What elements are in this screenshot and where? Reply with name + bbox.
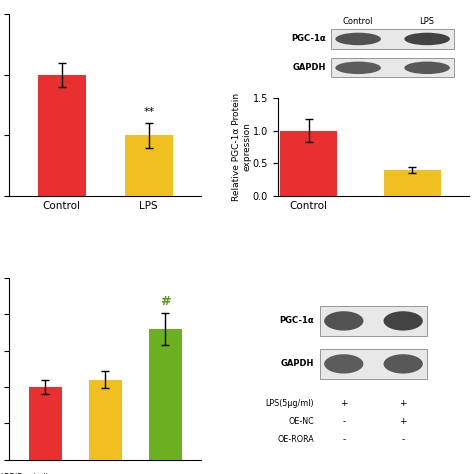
- Text: +: +: [400, 399, 407, 408]
- Text: OE-RORA: OE-RORA: [277, 435, 314, 444]
- Bar: [331, 58, 454, 77]
- Text: LPS: LPS: [419, 17, 435, 26]
- Text: +: +: [40, 473, 48, 474]
- Text: PGC-1α: PGC-1α: [291, 35, 326, 44]
- Text: OE-NC: OE-NC: [288, 417, 314, 426]
- Bar: [320, 306, 427, 336]
- Text: +: +: [163, 473, 170, 474]
- Ellipse shape: [404, 33, 450, 45]
- Text: Control: Control: [343, 17, 374, 26]
- Text: **: **: [143, 107, 155, 117]
- Bar: [125, 136, 173, 196]
- Ellipse shape: [324, 311, 364, 330]
- Ellipse shape: [335, 62, 381, 74]
- Bar: [280, 131, 337, 196]
- Text: PGC-1α: PGC-1α: [280, 317, 314, 326]
- Text: +: +: [400, 417, 407, 426]
- Text: +: +: [101, 473, 109, 474]
- Text: -: -: [342, 435, 346, 444]
- Bar: [384, 170, 441, 196]
- Ellipse shape: [404, 62, 450, 74]
- Bar: [320, 349, 427, 379]
- Y-axis label: Relative PGC-1α Protein
expression: Relative PGC-1α Protein expression: [232, 93, 251, 201]
- Ellipse shape: [383, 354, 423, 374]
- Text: LPS(5μg/ml): LPS(5μg/ml): [265, 399, 314, 408]
- Bar: [29, 387, 62, 460]
- Text: #: #: [160, 295, 170, 309]
- Text: -: -: [342, 417, 346, 426]
- Bar: [89, 380, 122, 460]
- Ellipse shape: [324, 354, 364, 374]
- Bar: [149, 329, 182, 460]
- Bar: [331, 29, 454, 48]
- Text: GAPDH: GAPDH: [281, 359, 314, 368]
- Text: GAPDH: GAPDH: [292, 64, 326, 73]
- Ellipse shape: [335, 33, 381, 45]
- Text: -: -: [401, 435, 405, 444]
- Ellipse shape: [383, 311, 423, 330]
- Text: LPS(5μg/ml): LPS(5μg/ml): [0, 473, 48, 474]
- Text: +: +: [340, 399, 347, 408]
- Bar: [38, 75, 86, 196]
